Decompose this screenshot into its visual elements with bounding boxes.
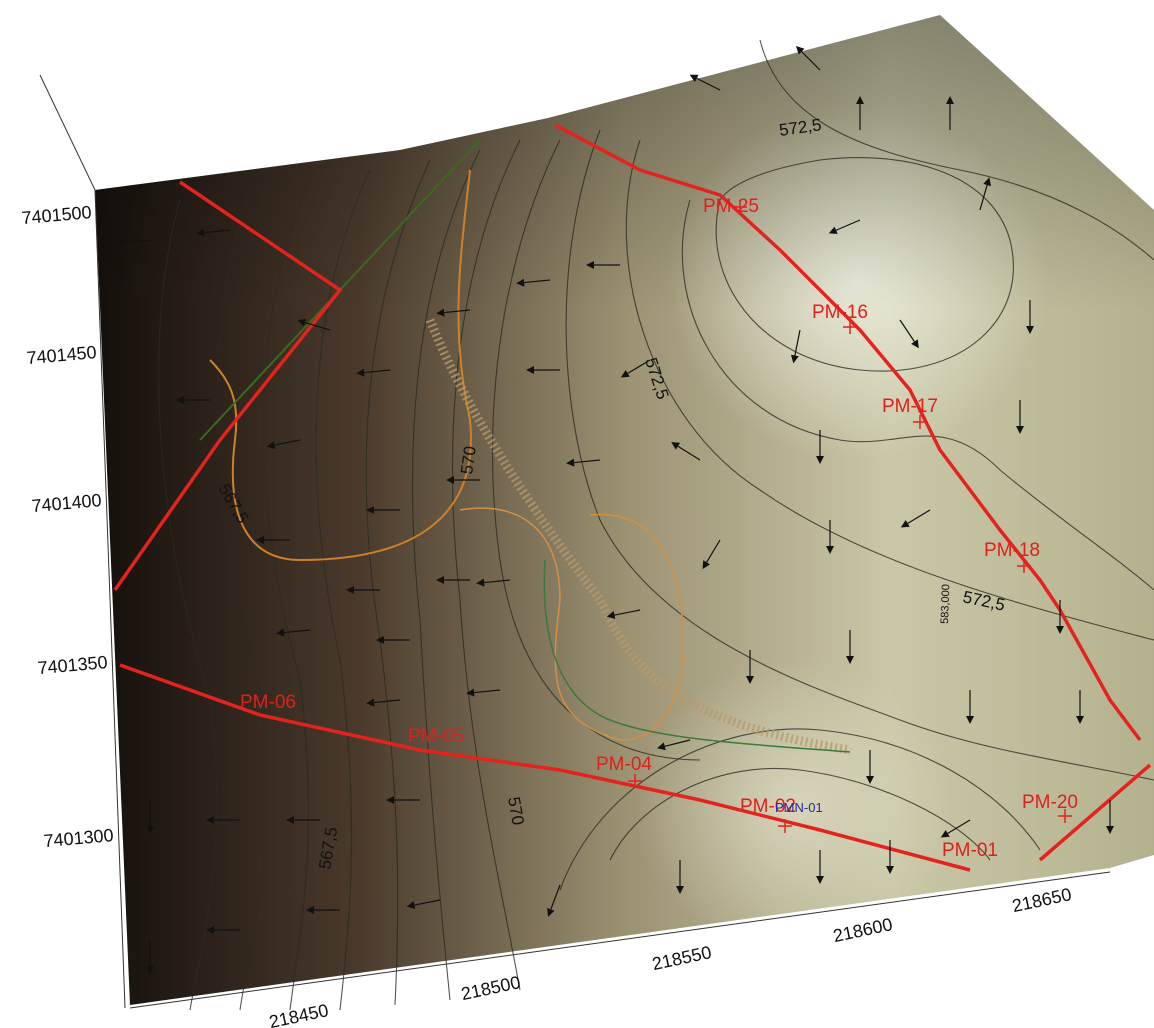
y-tick-label: 7401400 <box>31 490 103 516</box>
y-tick-label: 7401450 <box>26 342 98 368</box>
x-tick-label: 218500 <box>459 972 522 1004</box>
x-tick-label: 218600 <box>831 914 894 946</box>
well-label: PM-06 <box>240 692 296 713</box>
well-label: PM-25 <box>703 196 759 217</box>
y-tick-label: 7401500 <box>21 202 93 228</box>
well-label: PM-20 <box>1022 792 1078 813</box>
well-label: PM-01 <box>942 840 998 861</box>
x-tick-label: 218450 <box>267 1000 330 1028</box>
well-label: PM-17 <box>882 396 938 417</box>
map: 7401500 7401450 7401400 7401350 7401300 … <box>0 0 1154 1028</box>
y-tick-label: 7401300 <box>43 825 115 851</box>
y-tick-label: 7401350 <box>37 652 109 678</box>
well-label: PM-16 <box>812 302 868 323</box>
contour-label: 570 <box>457 445 480 476</box>
well-label: PM-04 <box>596 754 652 775</box>
well-label: PM-05 <box>408 726 464 747</box>
x-tick-label: 218650 <box>1010 884 1073 916</box>
x-tick-label: 218550 <box>650 942 713 974</box>
axis-line <box>40 75 95 190</box>
well-label: PMN-01 <box>775 800 823 815</box>
contour-label: 583,000 <box>939 584 952 624</box>
well-label: PM-18 <box>984 540 1040 561</box>
